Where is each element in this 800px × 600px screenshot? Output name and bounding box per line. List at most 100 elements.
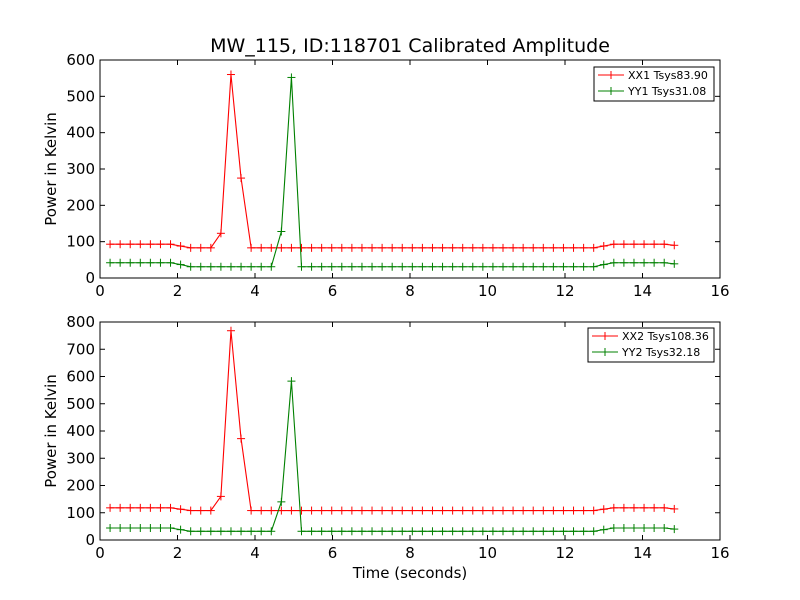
data-point (619, 258, 628, 267)
data-point (650, 240, 659, 249)
data-point (297, 527, 306, 536)
data-point (458, 243, 467, 252)
data-point (509, 243, 518, 252)
data-point (267, 243, 276, 252)
data-point (247, 527, 256, 536)
data-point (116, 524, 125, 533)
data-point (357, 527, 366, 536)
data-point (186, 243, 195, 252)
y-tick-label: 600 (66, 51, 95, 69)
data-point (559, 527, 568, 536)
data-point (468, 506, 477, 515)
data-point (106, 524, 115, 533)
data-point (428, 527, 437, 536)
data-point (529, 243, 538, 252)
data-point (650, 503, 659, 512)
data-point (206, 506, 215, 515)
data-point (488, 243, 497, 252)
data-point (327, 506, 336, 515)
data-point (488, 262, 497, 271)
data-point (569, 506, 578, 515)
data-point (378, 243, 387, 252)
y-tick-label: 0 (85, 531, 95, 549)
data-point (418, 506, 427, 515)
data-point (660, 524, 669, 533)
data-point (368, 262, 377, 271)
data-point (327, 243, 336, 252)
data-point (660, 258, 669, 267)
data-point (670, 241, 679, 250)
data-point (499, 243, 507, 252)
data-point (257, 506, 266, 515)
legend-label: XX2 Tsys108.36 (622, 330, 709, 343)
data-point (569, 243, 578, 252)
y-tick-label: 400 (66, 422, 95, 440)
legend: XX1 Tsys83.90 YY1 Tsys31.08 (593, 66, 715, 102)
data-point (529, 527, 538, 536)
data-point (216, 527, 225, 536)
bottom-panel: 0 2 4 6 8 10 12 14 16 0 100 200 300 400 500 600 700 800 Po… (42, 313, 730, 582)
y-tick-label: 500 (66, 395, 95, 413)
data-point (438, 506, 447, 515)
data-point (237, 434, 246, 443)
data-point (549, 527, 558, 536)
data-point (599, 505, 608, 514)
data-point (589, 262, 598, 271)
data-point (559, 243, 568, 252)
data-point (307, 262, 316, 271)
data-point (106, 503, 115, 512)
data-point (297, 243, 306, 252)
data-point (539, 527, 548, 536)
data-point (237, 174, 246, 183)
data-point (287, 506, 296, 515)
data-point (297, 262, 306, 271)
data-point (629, 240, 638, 249)
data-point (428, 262, 437, 271)
x-tick-label: 12 (555, 544, 574, 562)
data-point (438, 243, 447, 252)
data-point (257, 243, 266, 252)
data-point (488, 506, 497, 515)
y-tick-label: 200 (66, 196, 95, 214)
data-point (650, 524, 659, 533)
data-point (388, 506, 397, 515)
data-point (317, 262, 326, 271)
data-point (609, 258, 618, 267)
x-tick-label: 4 (250, 282, 260, 300)
legend-entry: XX1 Tsys83.90 (598, 69, 708, 82)
data-point (156, 503, 165, 512)
x-tick-label: 6 (328, 544, 338, 562)
data-point (609, 503, 618, 512)
data-point (650, 258, 659, 267)
data-point (166, 524, 175, 533)
data-point (146, 524, 155, 533)
data-point (640, 503, 649, 512)
legend-label: YY2 Tsys32.18 (621, 346, 700, 359)
data-point (670, 504, 679, 513)
data-point (660, 503, 669, 512)
data-point (569, 262, 578, 271)
data-point (368, 243, 377, 252)
data-point (176, 260, 185, 269)
data-point (156, 258, 165, 267)
data-point (448, 262, 457, 271)
data-point (226, 527, 235, 536)
x-tick-label: 0 (95, 282, 105, 300)
data-point (478, 262, 487, 271)
data-point (468, 527, 477, 536)
series-yy (106, 73, 679, 271)
data-point (378, 506, 387, 515)
data-point (599, 260, 608, 269)
data-point (116, 258, 125, 267)
data-point (499, 262, 507, 271)
data-point (347, 243, 356, 252)
data-point (106, 258, 115, 267)
data-point (206, 527, 215, 536)
data-point (408, 527, 417, 536)
data-point (619, 503, 628, 512)
y-axis-label: Power in Kelvin (42, 112, 60, 226)
data-point (579, 262, 588, 271)
data-point (317, 243, 326, 252)
data-point (408, 262, 417, 271)
data-point (126, 524, 135, 533)
